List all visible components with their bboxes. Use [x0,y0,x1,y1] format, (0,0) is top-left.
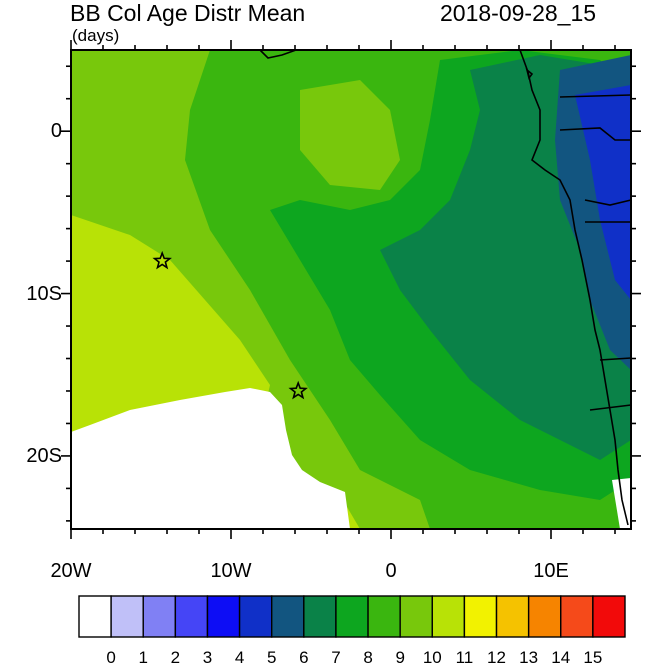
lon-label: 0 [385,560,397,582]
colorbar-label: 9 [395,648,405,667]
station-star-2-icon [288,380,308,400]
colorbar-label: 11 [455,648,474,667]
lat-label: 10S [26,282,62,305]
colorbar-label: 2 [170,648,181,667]
plot-frame [70,49,632,530]
colorbar-label: 10 [422,648,442,667]
colorbar-label: 13 [519,648,539,667]
colorbar-label: 0 [106,648,116,667]
colorbar-swatch [206,595,241,638]
colorbar-swatch [463,595,498,638]
colorbar-label: 1 [138,648,148,667]
colorbar-swatch [367,595,401,638]
colorbar [78,595,626,638]
colorbar-label: 6 [299,648,309,667]
colorbar-label: 14 [551,648,571,667]
colorbar-label: 5 [266,648,277,667]
station-markers [152,250,308,400]
timestamp-label: 2018-09-28_15 [440,0,597,26]
colorbar-swatch [495,595,530,638]
colorbar-swatch [335,595,369,638]
age-field [71,50,631,529]
lon-label: 10E [533,560,569,582]
coastline [259,49,632,526]
colorbar-swatch [592,595,626,638]
units-label: (days) [72,26,120,45]
colorbar-swatch [560,595,594,638]
colorbar-swatch [110,595,144,638]
colorbar-label: 12 [487,648,506,667]
lon-label: 20W [50,560,92,582]
colorbar-label: 4 [234,648,245,667]
colorbar-label: 3 [202,648,213,667]
colorbar-swatch [142,595,177,638]
map-title: BB Col Age Distr Mean [70,0,306,26]
axis-ticks [61,40,641,539]
colorbar-swatch [399,595,433,638]
colorbar-swatch [303,595,337,638]
colorbar-swatch [527,595,562,638]
colorbar-label: 15 [583,648,603,667]
colorbar-swatch [238,595,273,638]
colorbar-swatch [78,595,112,638]
colorbar-swatch [271,595,305,638]
lat-label: 20S [26,444,62,467]
colorbar-label: 7 [331,648,341,667]
colorbar-swatch [431,595,466,638]
lat-label: 0 [50,120,62,143]
lon-label: 10W [210,560,252,582]
station-star-1-icon [152,250,172,270]
colorbar-swatch [174,595,209,638]
colorbar-label: 8 [363,648,373,667]
